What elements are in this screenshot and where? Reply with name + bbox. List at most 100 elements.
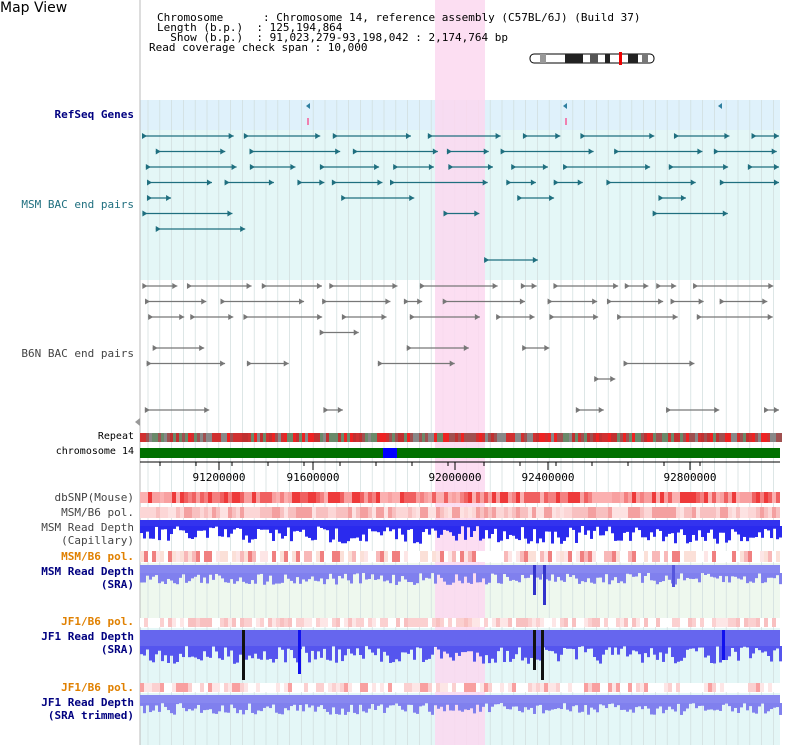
msm-bac-features[interactable] xyxy=(142,133,779,263)
jf1-pol-heatmap[interactable] xyxy=(140,618,780,627)
depth-bar xyxy=(761,526,764,538)
heat-cell xyxy=(424,551,428,562)
label-repeat[interactable]: Repeat xyxy=(97,431,134,442)
heat-cell xyxy=(516,683,520,692)
heat-cell xyxy=(732,551,736,562)
depth-bar xyxy=(299,526,302,532)
heat-cell xyxy=(744,618,748,627)
label-msm-depth-sra[interactable]: MSM Read Depth xyxy=(41,565,134,578)
heat-cell xyxy=(588,618,592,627)
depth-bar xyxy=(380,573,383,576)
depth-baseline xyxy=(140,630,780,646)
label-msm-depth-capillary[interactable]: MSM Read Depth xyxy=(41,521,134,534)
depth-bar xyxy=(476,703,479,705)
feature-arrow-icon xyxy=(443,210,449,217)
heat-cell xyxy=(204,683,208,692)
depth-bar xyxy=(707,703,710,710)
heat-cell xyxy=(332,551,336,562)
jf1-pol2-heatmap[interactable] xyxy=(140,683,780,692)
chromosome-position-marker xyxy=(383,448,397,458)
heat-cell xyxy=(412,492,416,503)
msm-pol-heatmap[interactable] xyxy=(140,507,780,518)
heat-cell xyxy=(640,683,644,692)
msm-pol2-heatmap[interactable] xyxy=(140,551,780,562)
label-jf1-pol-2[interactable]: JF1/B6 pol. xyxy=(61,681,134,694)
heat-cell xyxy=(532,618,536,627)
repeat-segment xyxy=(173,433,176,442)
heat-cell xyxy=(160,492,164,503)
depth-bar xyxy=(764,703,767,714)
depth-bar xyxy=(200,526,203,531)
depth-bar xyxy=(551,573,554,575)
depth-bar xyxy=(206,526,209,538)
depth-bar xyxy=(203,646,206,652)
depth-bar xyxy=(689,573,692,579)
label-chromosome[interactable]: chromosome 14 xyxy=(55,446,134,457)
jf1-trimmed-depth-plot[interactable] xyxy=(140,695,782,715)
label-msm-bac[interactable]: MSM BAC end pairs xyxy=(21,198,134,211)
depth-bar xyxy=(443,703,446,712)
label-jf1-depth-sra[interactable]: JF1 Read Depth xyxy=(41,630,134,643)
repeat-track[interactable] xyxy=(140,433,782,442)
label-jf1-pol[interactable]: JF1/B6 pol. xyxy=(61,615,134,628)
heat-cell xyxy=(448,507,452,518)
label-b6n-bac[interactable]: B6N BAC end pairs xyxy=(21,347,134,360)
heat-cell xyxy=(468,507,472,518)
heat-cell xyxy=(776,683,780,692)
depth-bar xyxy=(362,703,365,712)
label-jf1-depth-trimmed[interactable]: JF1 Read Depth xyxy=(41,696,134,709)
heat-cell xyxy=(152,551,156,562)
depth-bar xyxy=(599,573,602,578)
chromosome-bar[interactable] xyxy=(140,448,780,458)
feature-arrow-icon xyxy=(680,195,686,201)
scroll-left-icon[interactable] xyxy=(135,418,140,426)
heat-cell xyxy=(176,507,180,518)
heat-cell xyxy=(676,683,680,692)
depth-bar xyxy=(344,526,347,544)
heat-cell xyxy=(548,618,552,627)
chromosome-ideogram[interactable] xyxy=(529,52,655,65)
heat-cell xyxy=(532,492,536,503)
feature-arrow-icon xyxy=(186,283,192,289)
heat-cell xyxy=(424,492,428,503)
depth-bar xyxy=(278,703,281,714)
heat-cell xyxy=(404,551,408,562)
b6n-bac-features[interactable] xyxy=(142,283,779,413)
repeat-segment xyxy=(314,433,317,442)
label-dbsnp[interactable]: dbSNP(Mouse) xyxy=(54,491,134,504)
label-refseq-genes[interactable]: RefSeq Genes xyxy=(54,108,134,121)
depth-bar xyxy=(227,646,230,657)
depth-bar xyxy=(674,573,677,585)
depth-bar xyxy=(704,646,707,658)
msm-sra-depth-plot[interactable] xyxy=(140,565,782,605)
heat-cell xyxy=(756,683,760,692)
dbsnp-heatmap[interactable] xyxy=(140,492,780,503)
heat-cell xyxy=(636,507,640,518)
msm-capillary-depth-plot[interactable] xyxy=(140,520,782,544)
repeat-segment xyxy=(464,433,467,442)
label-msm-pol[interactable]: MSM/B6 pol. xyxy=(61,506,134,519)
refseq-gene-features[interactable] xyxy=(306,103,722,125)
heat-cell xyxy=(276,618,280,627)
heat-cell xyxy=(412,618,416,627)
depth-bar xyxy=(773,573,776,579)
heat-cell xyxy=(440,492,444,503)
depth-bar xyxy=(740,703,743,708)
jf1-sra-depth-plot[interactable] xyxy=(140,630,782,680)
label-msm-pol-2[interactable]: MSM/B6 pol. xyxy=(61,550,134,563)
heat-cell xyxy=(324,492,328,503)
depth-bar xyxy=(218,573,221,576)
heat-cell xyxy=(460,551,464,562)
feature-arrow-icon xyxy=(228,314,234,320)
feature-arrow-icon xyxy=(474,314,480,320)
depth-bar xyxy=(710,573,713,577)
repeat-segment xyxy=(497,433,500,442)
feature-arrow-icon xyxy=(268,179,274,186)
heat-cell xyxy=(556,551,560,562)
depth-bar xyxy=(218,646,221,659)
heat-cell xyxy=(568,618,572,627)
heat-cell xyxy=(280,683,284,692)
depth-bar xyxy=(770,646,773,662)
heat-cell xyxy=(380,507,384,518)
